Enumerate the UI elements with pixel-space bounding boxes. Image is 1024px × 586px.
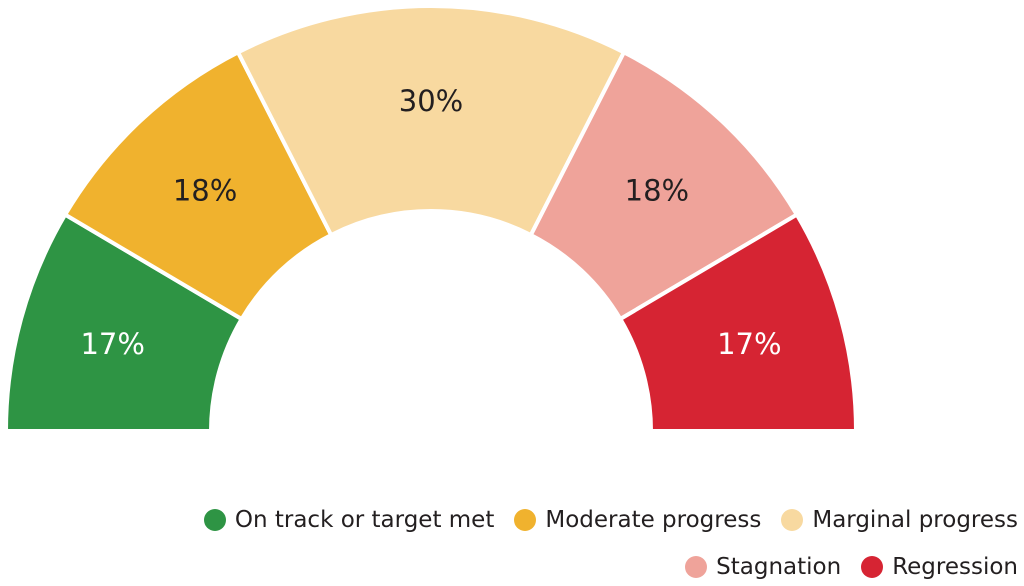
legend-item-moderate-progress: Moderate progress (514, 505, 761, 535)
gauge-slice-value-label: 30% (399, 84, 463, 118)
legend-label: Regression (892, 554, 1018, 580)
gauge-slice-value-label: 18% (625, 173, 689, 207)
legend-swatch (514, 509, 537, 531)
legend-swatch (861, 556, 884, 578)
legend-label: On track or target met (234, 507, 495, 533)
legend-label: Moderate progress (545, 507, 762, 533)
legend-item-on-track: On track or target met (203, 505, 495, 535)
chart-legend-row-2: Stagnation Regression (685, 552, 1018, 582)
chart-legend-row-1: On track or target met Moderate progress… (203, 505, 1018, 535)
legend-label: Stagnation (716, 554, 842, 580)
legend-item-regression: Regression (861, 552, 1018, 582)
legend-swatch (203, 509, 226, 531)
legend-item-stagnation: Stagnation (685, 552, 841, 582)
legend-item-marginal-progress: Marginal progress (781, 505, 1018, 535)
gauge-slice-value-label: 17% (717, 327, 781, 361)
gauge-slice-value-label: 17% (80, 327, 144, 361)
legend-swatch (781, 509, 804, 531)
gauge-slice-marginal-progress (235, 4, 627, 238)
legend-swatch (685, 556, 708, 578)
gauge-slice-value-label: 18% (173, 173, 237, 207)
gauge-slices (3, 4, 859, 433)
gauge-slice-labels: 17% 18% 30% 18% 17% (80, 84, 781, 361)
legend-label: Marginal progress (812, 507, 1018, 533)
gauge-slice-regression (617, 211, 859, 433)
